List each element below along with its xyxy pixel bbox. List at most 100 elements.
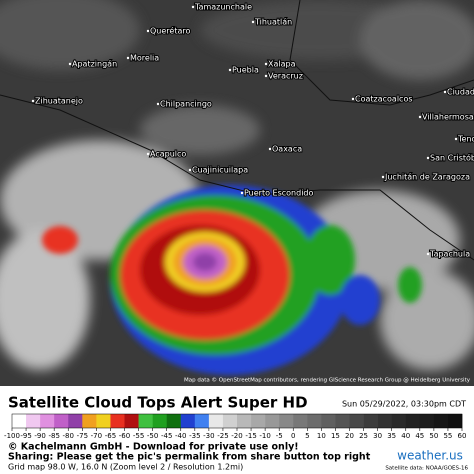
- legend-tick-label: -95: [20, 432, 31, 440]
- legend-tick-label: 40: [401, 432, 410, 440]
- place-label: Villahermosa: [422, 113, 474, 122]
- color-swatch: [279, 414, 294, 428]
- place-dot: [31, 99, 35, 103]
- place-dot: [228, 68, 232, 72]
- legend-title: Satellite Cloud Tops Alert Super HD: [8, 394, 308, 412]
- legend-tick-label: -75: [77, 432, 88, 440]
- legend-tick-label: -100: [4, 432, 20, 440]
- color-swatch: [152, 414, 167, 428]
- color-swatch: [335, 414, 350, 428]
- color-swatch: [391, 414, 407, 428]
- place-dot: [251, 20, 255, 24]
- color-swatch: [237, 414, 252, 428]
- place-label: Ciudad del Carmen: [447, 88, 474, 97]
- legend-tick-label: 50: [429, 432, 438, 440]
- legend-tick-label: 10: [317, 432, 326, 440]
- place-label: Puerto Escondido: [244, 189, 314, 198]
- legend-tick-label: -80: [63, 432, 74, 440]
- place-dot: [264, 74, 268, 78]
- legend-tick-label: 15: [331, 432, 340, 440]
- place-dot: [188, 168, 192, 172]
- place-dot: [351, 97, 355, 101]
- place-label: Xalapa: [268, 60, 296, 69]
- color-swatch: [377, 414, 392, 428]
- brand-logo: weather.us: [397, 449, 463, 463]
- color-swatch: [222, 414, 238, 428]
- legend-tick-label: 0: [291, 432, 295, 440]
- legend-tick-label: -5: [276, 432, 283, 440]
- legend-tick-label: 35: [387, 432, 396, 440]
- color-swatch: [208, 414, 224, 428]
- place-dot: [381, 175, 385, 179]
- place-label: Tenosique: [457, 135, 474, 144]
- color-swatch: [110, 414, 125, 428]
- place-label: Acapulco: [150, 150, 186, 159]
- legend-panel: Satellite Cloud Tops Alert Super HD Sun …: [0, 386, 474, 474]
- color-swatch: [293, 414, 308, 428]
- place-dot: [443, 90, 447, 94]
- legend-tick-label: -15: [245, 432, 256, 440]
- place-label: Coatzacoalcos: [355, 95, 413, 104]
- color-swatch: [349, 414, 364, 428]
- color-swatch: [82, 414, 97, 428]
- color-swatch: [307, 414, 322, 428]
- legend-tick-label: -20: [231, 432, 242, 440]
- map-attribution: Map data © OpenStreetMap contributors, r…: [184, 377, 471, 384]
- place-dot: [264, 62, 268, 66]
- color-swatch: [40, 414, 55, 428]
- place-label: Apatzingán: [72, 60, 117, 69]
- place-label: Puebla: [232, 66, 259, 75]
- place-label: Morelia: [130, 54, 159, 63]
- place-dot: [126, 56, 130, 60]
- place-label: Zihuatanejo: [35, 97, 83, 106]
- color-swatch: [96, 414, 111, 428]
- legend-tick-label: -10: [259, 432, 270, 440]
- legend-tick-label: -90: [34, 432, 45, 440]
- place-dot: [146, 29, 150, 33]
- footer-line: Sharing: Please get the pic's permalink …: [8, 452, 371, 463]
- color-swatch: [251, 414, 266, 428]
- legend-tick-label: -50: [147, 432, 158, 440]
- satellite-map: Tamazunchale Querétaro Tihuatlán Morelia Apa…: [0, 0, 474, 386]
- legend-tick-label: 60: [458, 432, 467, 440]
- place-dot: [191, 5, 195, 9]
- legend-tick-label: -35: [189, 432, 200, 440]
- place-label: Tapachula: [429, 250, 470, 259]
- place-label: Oaxaca: [272, 145, 302, 154]
- color-swatch: [447, 414, 463, 428]
- place-label: Cuajinicuilapa: [192, 166, 248, 175]
- place-dot: [156, 102, 160, 106]
- legend-tick-label: -60: [119, 432, 130, 440]
- legend-date: Sun 05/29/2022, 03:30pm CDT: [342, 400, 466, 409]
- legend-tick-label: 5: [305, 432, 309, 440]
- color-swatch: [12, 414, 27, 428]
- place-label: Tamazunchale: [194, 3, 252, 12]
- legend-tick-label: -55: [133, 432, 144, 440]
- color-swatch: [194, 414, 210, 428]
- place-dot: [268, 147, 272, 151]
- legend-tick-label: 45: [415, 432, 424, 440]
- legend-tick-label: 55: [443, 432, 452, 440]
- footer-line: Grid map 98.0 W, 16.0 N (Zoom level 2 / …: [8, 463, 243, 472]
- legend-tick-label: -85: [48, 432, 59, 440]
- color-swatch: [419, 414, 435, 428]
- legend-tick-label: 20: [345, 432, 354, 440]
- color-swatch: [265, 414, 280, 428]
- color-swatch: [321, 414, 336, 428]
- legend-tick-label: -65: [105, 432, 116, 440]
- place-dot: [68, 62, 72, 66]
- place-dot: [146, 152, 150, 156]
- place-dot: [426, 156, 430, 160]
- color-swatch: [166, 414, 182, 428]
- color-swatch: [363, 414, 378, 428]
- place-label: Chilpancingo: [160, 100, 212, 109]
- color-swatch: [180, 414, 196, 428]
- place-label: Tihuatlán: [254, 18, 292, 27]
- legend-tick-label: -45: [161, 432, 172, 440]
- legend-tick-label: -70: [91, 432, 102, 440]
- place-label: San Cristóbal de las Casas: [430, 153, 474, 163]
- place-dot: [240, 191, 244, 195]
- place-dot: [418, 115, 422, 119]
- color-swatch: [405, 414, 421, 428]
